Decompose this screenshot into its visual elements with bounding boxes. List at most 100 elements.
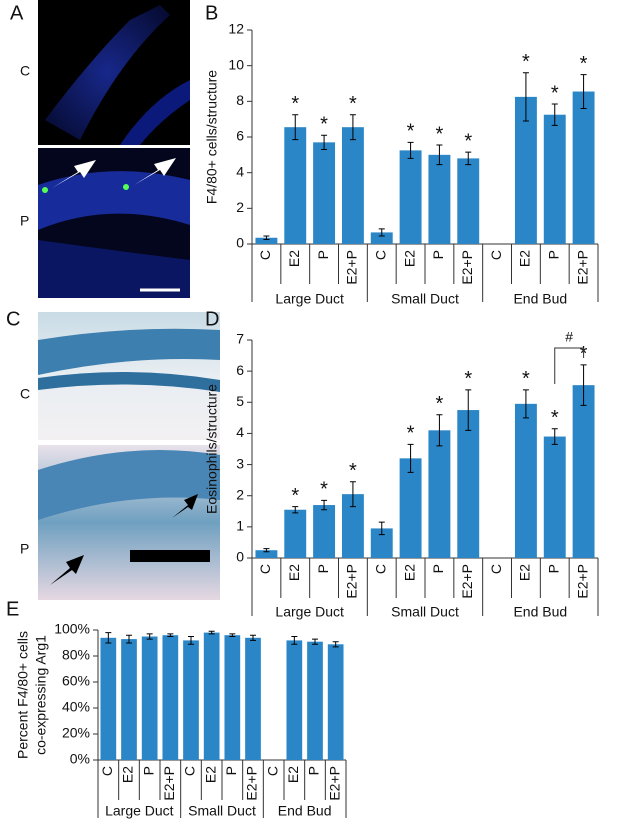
bar xyxy=(307,641,323,760)
bar xyxy=(399,150,422,244)
image-label: C xyxy=(20,386,30,402)
x-tick-label: E2+P xyxy=(344,250,360,285)
significance-marker: * xyxy=(580,53,588,75)
bar xyxy=(284,509,307,558)
significance-marker: * xyxy=(551,82,559,104)
x-tick-label: E2 xyxy=(401,564,417,581)
image-label: P xyxy=(20,541,29,557)
group-label: Large Duct xyxy=(105,803,174,819)
y-tick-label: 40% xyxy=(62,699,90,715)
bar xyxy=(572,91,595,245)
significance-marker: * xyxy=(464,368,472,390)
bracket-label: # xyxy=(565,329,573,345)
x-tick-label: C xyxy=(264,766,280,776)
x-tick-label: E2+P xyxy=(459,564,475,599)
significance-marker: * xyxy=(291,485,299,507)
x-tick-label: E2+P xyxy=(344,564,360,599)
bar xyxy=(203,632,220,760)
x-tick-label: P xyxy=(545,564,561,573)
x-tick-label: C xyxy=(488,564,504,574)
y-axis-label: Eosinophils/structure xyxy=(204,384,220,514)
error-bar xyxy=(321,134,328,150)
y-tick-label: 1 xyxy=(236,518,244,534)
error-bar xyxy=(580,74,587,109)
significance-marker: * xyxy=(407,121,415,143)
group-label: Small Duct xyxy=(188,803,256,819)
significance-marker: * xyxy=(436,123,444,145)
bar xyxy=(162,635,179,760)
bar xyxy=(121,639,137,760)
x-tick-label: E2 xyxy=(517,250,533,267)
x-tick-label: C xyxy=(99,766,115,776)
y-tick-label: 12 xyxy=(228,21,244,37)
error-bar xyxy=(551,428,558,445)
x-tick-label: P xyxy=(140,766,156,775)
x-tick-label: E2+P xyxy=(244,766,260,801)
significance-marker: * xyxy=(464,130,472,152)
y-axis-label: Percent F4/80+ cells xyxy=(15,631,31,759)
x-tick-label: E2 xyxy=(517,564,533,581)
bar xyxy=(141,636,158,760)
bar xyxy=(224,635,241,760)
x-tick-label: C xyxy=(182,766,198,776)
error-bar xyxy=(250,634,256,641)
y-tick-label: 6 xyxy=(236,128,244,144)
error-bar xyxy=(291,636,298,645)
error-bar xyxy=(436,144,443,166)
x-tick-label: P xyxy=(315,250,331,259)
x-tick-label: C xyxy=(372,250,388,260)
bar xyxy=(341,127,364,244)
significance-marker: * xyxy=(291,93,299,115)
x-tick-label: E2 xyxy=(202,766,218,783)
image-label: C xyxy=(20,63,30,79)
group-label: Large Duct xyxy=(275,604,344,620)
y-tick-label: 0% xyxy=(70,751,90,767)
bar xyxy=(457,158,480,244)
significance-marker: * xyxy=(349,460,357,482)
y-tick-label: 0 xyxy=(236,549,244,565)
y-tick-label: 100% xyxy=(54,621,90,637)
x-tick-label: E2+P xyxy=(574,250,590,285)
bar xyxy=(514,403,537,558)
error-bar xyxy=(378,521,385,536)
y-tick-label: 0 xyxy=(236,235,244,251)
y-tick-label: 5 xyxy=(236,393,244,409)
x-tick-label: P xyxy=(430,564,446,573)
group-label: End Bud xyxy=(278,803,332,819)
significance-marker: * xyxy=(407,423,415,445)
error-bar xyxy=(522,72,529,122)
micrograph-c xyxy=(38,312,220,600)
y-tick-label: 60% xyxy=(62,673,90,689)
x-tick-label: P xyxy=(315,564,331,573)
error-bar xyxy=(263,235,270,241)
bar xyxy=(245,637,261,760)
x-tick-label: E2+P xyxy=(459,250,475,285)
bar xyxy=(255,550,278,558)
bracket xyxy=(554,347,585,384)
significance-marker: * xyxy=(522,51,530,73)
error-bar xyxy=(312,638,318,645)
bar xyxy=(100,637,117,760)
x-tick-label: E2 xyxy=(286,250,302,267)
x-tick-label: P xyxy=(430,250,446,259)
error-bar xyxy=(349,481,356,508)
x-tick-label: C xyxy=(372,564,388,574)
y-tick-label: 6 xyxy=(236,362,244,378)
x-tick-label: P xyxy=(306,766,322,775)
error-bar xyxy=(208,630,215,635)
error-bar xyxy=(580,364,587,406)
bar xyxy=(543,436,566,558)
group-label: Large Duct xyxy=(275,291,344,307)
error-bar xyxy=(378,228,385,237)
bar xyxy=(370,232,393,244)
x-tick-label: E2 xyxy=(120,766,136,783)
error-bar xyxy=(407,443,414,473)
y-tick-label: 20% xyxy=(62,725,90,741)
y-tick-label: 4 xyxy=(236,163,244,179)
bar xyxy=(428,430,451,558)
x-tick-label: E2 xyxy=(285,766,301,783)
error-bar xyxy=(321,499,328,511)
x-tick-label: E2 xyxy=(401,250,417,267)
y-tick-label: 2 xyxy=(236,486,244,502)
